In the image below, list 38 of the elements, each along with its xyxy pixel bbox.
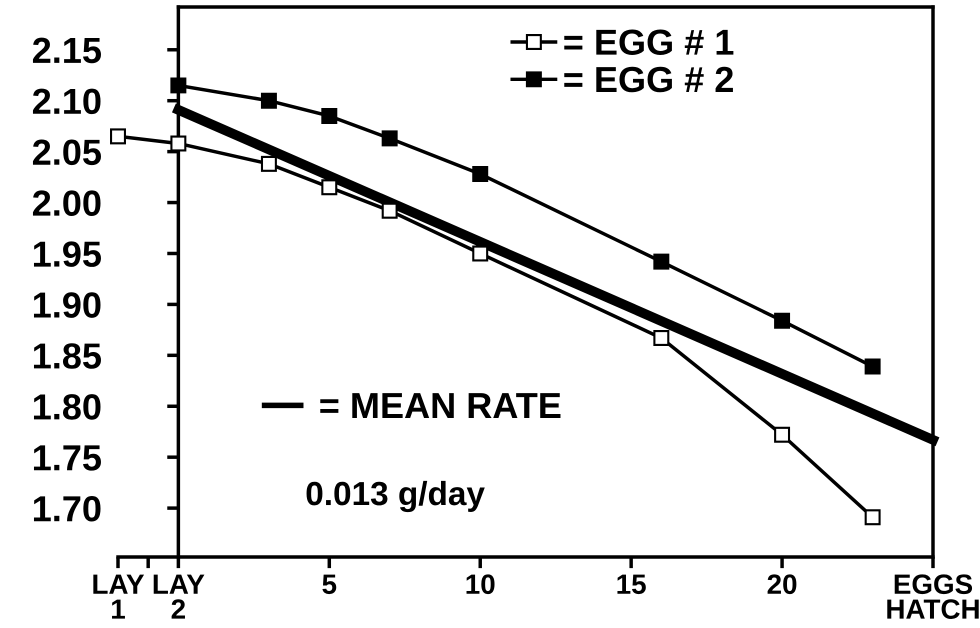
point [864,509,881,526]
y-tick-label: 1.95 [34,241,101,267]
point [110,128,126,144]
legend-label: = EGG # 2 [564,66,733,92]
x-tick-label: 10 [466,574,495,594]
point [653,330,670,346]
point [472,166,488,182]
point [774,312,790,329]
x-tick-label: 20 [768,574,796,594]
annotation: 0.013 g/day [306,480,485,512]
y-tick-label: 2.00 [32,190,101,216]
x-tick-label: LAY 1 [93,574,144,619]
x-tick-label: EGGS HATCH [887,574,979,619]
point [382,130,398,146]
legend-label: = EGG # 1 [564,29,734,56]
point [170,135,186,152]
point [382,202,398,219]
point [864,358,881,375]
x-tick-label: 5 [322,574,336,594]
legend-label: = MEAN RATE [320,393,560,418]
y-tick-label: 1.85 [34,343,101,369]
y-tick-label: 1.75 [34,445,101,471]
point [260,92,277,109]
y-tick-label: 1.80 [34,394,101,420]
point [774,426,790,443]
y-tick-label: 2.05 [32,140,101,166]
y-tick-label: 1.90 [34,292,101,318]
point [653,254,670,270]
y-tick-label: 1.70 [34,496,101,522]
point [260,156,277,172]
x-tick-label: LAY 2 [154,574,204,619]
y-tick-label: 2.10 [32,88,101,114]
point [170,77,186,94]
point [321,108,338,124]
y-tick-label: 2.15 [32,38,101,64]
point [321,179,338,196]
point [472,245,488,262]
x-tick-label: 15 [617,574,646,594]
